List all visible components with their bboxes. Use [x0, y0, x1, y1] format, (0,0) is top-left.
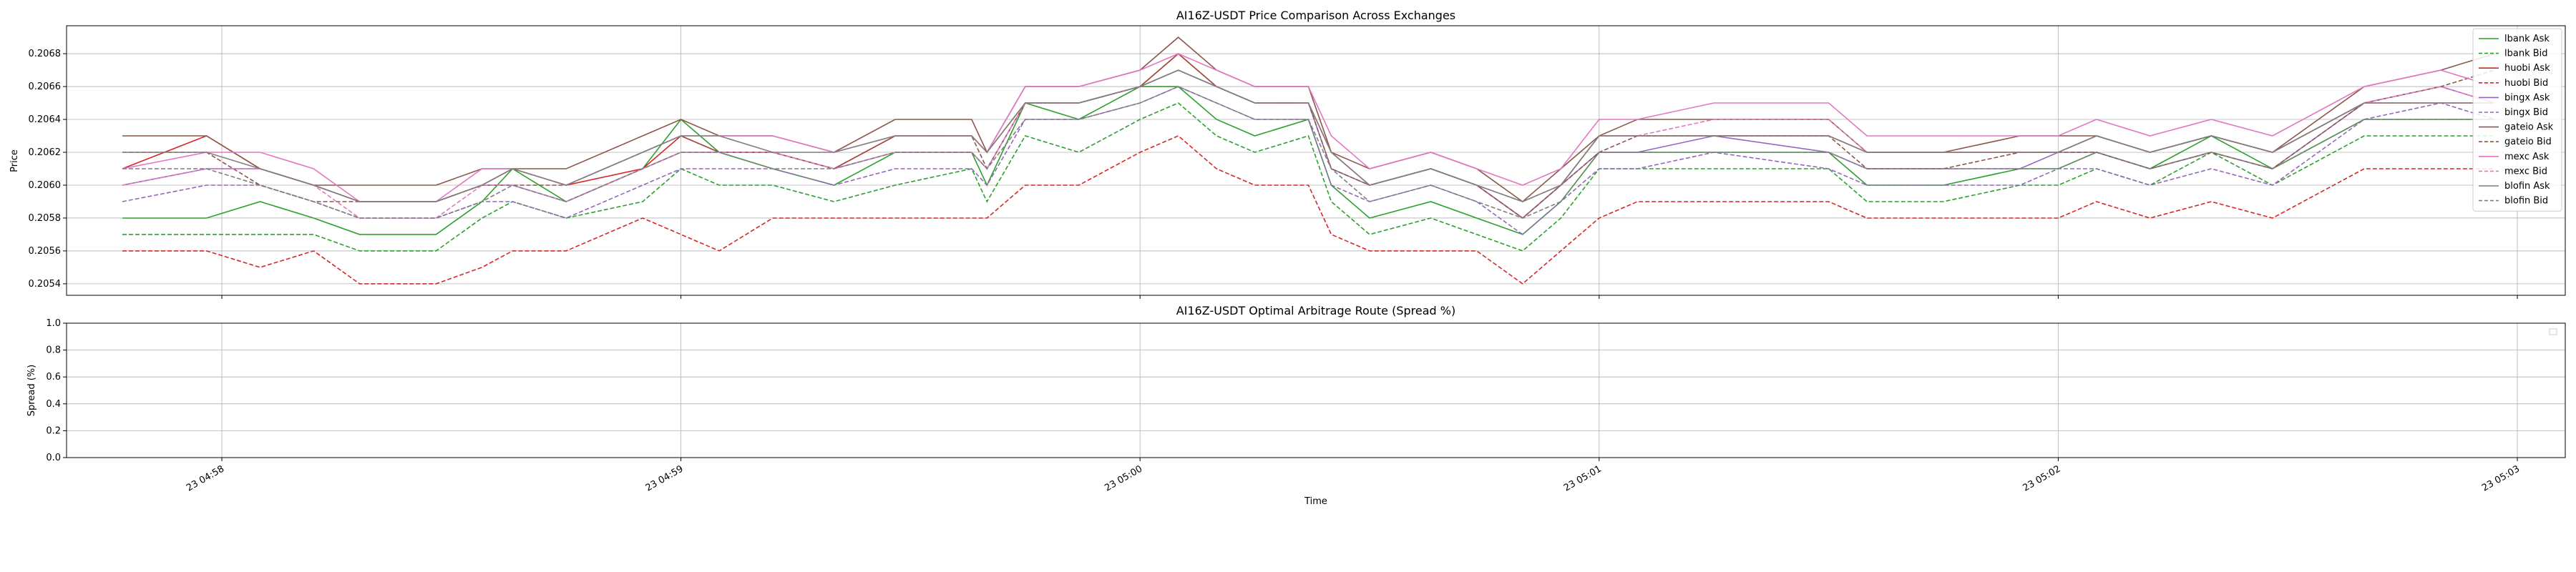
price-y-ticks: 0.2054 0.2056 0.2058 0.2060 0.2062 0.2064 0.20…: [29, 49, 67, 290]
price-grid: [67, 26, 2565, 295]
price-y-tick-label: 0.2058: [29, 213, 62, 224]
price-y-axis-label: Price: [9, 149, 20, 172]
spread-x-tick-label: 23 04:58: [185, 463, 226, 493]
price-y-tick-label: 0.2054: [29, 279, 62, 290]
legend-label: lbank Bid: [2504, 49, 2548, 59]
price-series-lines: [122, 36, 2495, 285]
legend-label: lbank Ask: [2504, 34, 2550, 44]
spread-plot-frame: [66, 322, 2566, 458]
legend-label: bingx Ask: [2504, 92, 2550, 103]
series-line-mexc-ask: [122, 53, 2495, 202]
spread-chart-title: AI16Z-USDT Optimal Arbitrage Route (Spre…: [1176, 304, 1455, 317]
time-x-axis-label: Time: [1304, 496, 1327, 507]
spread-y-tick-label: 0.0: [46, 453, 61, 463]
legend-label: huobi Ask: [2504, 63, 2550, 74]
spread-x-ticks: 23 04:58 23 04:59 23 05:00 23 05:01 23 05:02…: [185, 458, 2522, 494]
series-line-blofin-ask: [122, 69, 2494, 202]
price-y-tick-label: 0.2060: [29, 180, 62, 191]
spread-x-tick-label: 23 04:59: [644, 463, 686, 493]
spread-x-tick-label: 23 05:00: [1103, 463, 1144, 493]
series-line-mexc-bid: [122, 69, 2495, 219]
price-legend: lbank Ask lbank Bid huobi Ask huobi Bid bing…: [2472, 28, 2562, 212]
price-y-tick-label: 0.2066: [29, 82, 62, 92]
price-panel: AI16Z-USDT Price Comparison Across Excha…: [9, 9, 2566, 299]
legend-label: blofin Bid: [2504, 196, 2548, 207]
spread-panel: AI16Z-USDT Optimal Arbitrage Route (Spre…: [26, 304, 2566, 507]
series-line-blofin-bid: [122, 86, 2494, 219]
price-y-tick-label: 0.2068: [29, 49, 62, 59]
legend-box: [2472, 28, 2562, 212]
legend-label: gateio Bid: [2504, 137, 2552, 147]
legend-label: bingx Bid: [2504, 107, 2548, 118]
spread-y-tick-label: 0.4: [46, 399, 61, 410]
legend-label: mexc Ask: [2504, 152, 2550, 162]
spread-x-tick-label: 23 05:03: [2480, 463, 2522, 493]
spread-y-tick-label: 1.0: [46, 318, 61, 329]
series-line-lbank-ask: [122, 86, 2494, 235]
price-x-ticks: [221, 295, 2518, 299]
series-line-bingx-bid: [122, 86, 2495, 235]
price-chart-title: AI16Z-USDT Price Comparison Across Excha…: [1176, 9, 1455, 22]
spread-x-tick-label: 23 05:02: [2021, 463, 2063, 493]
legend-label: gateio Ask: [2504, 122, 2554, 133]
price-y-tick-label: 0.2056: [29, 246, 62, 257]
price-y-tick-label: 0.2064: [29, 114, 62, 125]
series-line-lbank-bid: [122, 102, 2494, 252]
price-plot-frame: [66, 25, 2566, 296]
series-line-bingx-ask: [122, 69, 2495, 220]
spread-y-tick-label: 0.8: [46, 345, 61, 356]
series-line-huobi-bid: [122, 135, 2494, 285]
legend-label: huobi Bid: [2504, 78, 2548, 89]
spread-y-tick-label: 0.6: [46, 372, 61, 383]
spread-grid: [67, 322, 2565, 458]
spread-x-tick-label: 23 05:01: [1562, 463, 1604, 493]
price-y-tick-label: 0.2062: [29, 147, 62, 158]
spread-y-tick-label: 0.2: [46, 425, 61, 436]
spread-y-axis-label: Spread (%): [26, 365, 37, 416]
legend-label: blofin Ask: [2504, 181, 2550, 192]
legend-label: mexc Bid: [2504, 166, 2547, 177]
spread-y-ticks: 0.0 0.2 0.4 0.6 0.8 1.0: [46, 318, 67, 463]
spread-empty-legend: [2549, 328, 2557, 335]
